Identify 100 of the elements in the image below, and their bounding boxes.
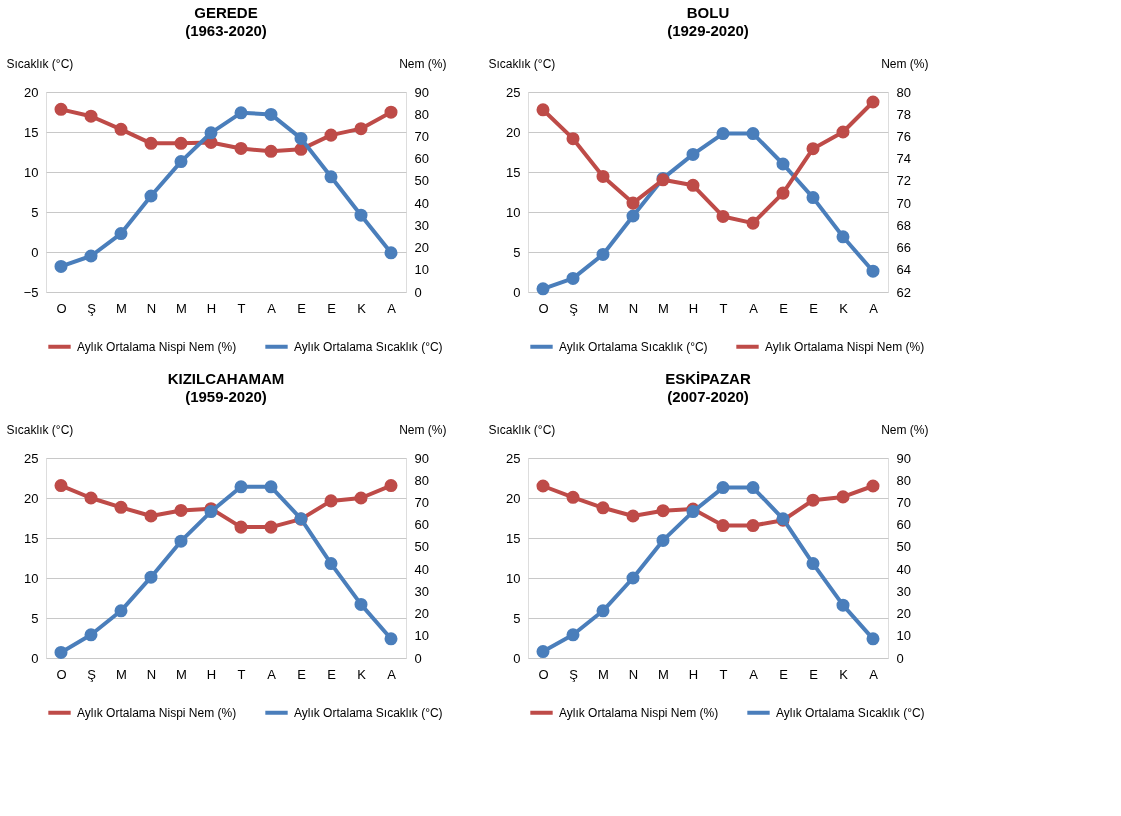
x-tick-label: M — [658, 666, 669, 682]
x-tick-label: A — [869, 666, 879, 682]
point — [866, 479, 880, 493]
point — [234, 480, 248, 494]
legend-label: Aylık Ortalama Sıcaklık (°C) — [776, 705, 925, 720]
x-tick-label: E — [327, 300, 337, 316]
x-tick-label: E — [809, 300, 819, 316]
legend-label: Aylık Ortalama Sıcaklık (°C) — [559, 339, 708, 354]
y-tick-label: 10 — [24, 570, 39, 586]
y2-tick-label: 60 — [896, 517, 911, 533]
point — [264, 144, 278, 158]
point — [174, 155, 188, 169]
y-axis-title: Sıcaklık (°C) — [6, 56, 74, 71]
y-axis-title: Sıcaklık (°C) — [488, 56, 556, 71]
x-tick-label: M — [658, 300, 669, 316]
x-tick-label: T — [719, 300, 728, 316]
y2-tick-label: 50 — [896, 539, 911, 555]
y-tick-label: 10 — [24, 164, 39, 180]
point — [174, 534, 188, 548]
x-tick-label: M — [116, 666, 127, 682]
x-tick-label: E — [809, 666, 819, 682]
point — [716, 481, 730, 495]
point — [354, 491, 368, 505]
x-tick-label: E — [779, 300, 789, 316]
y2-tick-label: 20 — [414, 606, 429, 622]
y-tick-label: 0 — [513, 650, 521, 666]
point — [144, 136, 158, 150]
point — [54, 102, 68, 116]
x-tick-label: Ş — [87, 300, 97, 316]
y-axis-title: Sıcaklık (°C) — [6, 422, 74, 437]
point — [866, 264, 880, 278]
y-tick-label: 5 — [31, 610, 39, 626]
x-tick-label: M — [598, 300, 609, 316]
y-tick-label: 15 — [506, 530, 521, 546]
point — [596, 169, 610, 183]
y2-tick-label: 50 — [414, 539, 429, 555]
x-tick-label: Ş — [569, 666, 579, 682]
y-tick-label: 5 — [513, 610, 521, 626]
point — [114, 500, 128, 514]
point — [234, 520, 248, 534]
point — [144, 189, 158, 203]
point — [746, 216, 760, 230]
point — [866, 632, 880, 646]
y-tick-label: 10 — [506, 570, 521, 586]
point — [566, 271, 580, 285]
y2-tick-label: 20 — [414, 240, 429, 256]
y2-tick-label: 70 — [414, 494, 429, 510]
y2-tick-label: 30 — [414, 583, 429, 599]
y-tick-label: 0 — [513, 284, 521, 300]
point — [264, 520, 278, 534]
point — [174, 503, 188, 517]
x-tick-label: M — [176, 666, 187, 682]
y2-tick-label: 72 — [896, 173, 911, 189]
point — [536, 645, 550, 659]
y-tick-label: 15 — [24, 530, 39, 546]
legend-label: Aylık Ortalama Nispi Nem (%) — [559, 705, 719, 720]
point — [324, 128, 338, 142]
point — [836, 598, 850, 612]
point — [686, 147, 700, 161]
point — [54, 479, 68, 493]
point — [54, 645, 68, 659]
y2-tick-label: 80 — [896, 472, 911, 488]
point — [114, 604, 128, 618]
y2-tick-label: 90 — [414, 84, 429, 100]
x-tick-label: K — [357, 666, 367, 682]
point — [204, 126, 218, 140]
point — [384, 632, 398, 646]
point — [566, 490, 580, 504]
point — [536, 103, 550, 117]
chart-subtitle: (1959-2020) — [185, 388, 267, 405]
y2-tick-label: 30 — [896, 583, 911, 599]
y2-tick-label: 70 — [896, 195, 911, 211]
x-tick-label: K — [839, 300, 849, 316]
y-tick-label: 20 — [506, 124, 521, 140]
y-tick-label: 0 — [31, 244, 39, 260]
point — [114, 227, 128, 241]
x-tick-label: Ş — [87, 666, 97, 682]
y2-tick-label: 30 — [414, 217, 429, 233]
x-tick-label: N — [628, 666, 639, 682]
x-tick-label: A — [869, 300, 879, 316]
y2-tick-label: 20 — [896, 606, 911, 622]
chart-subtitle: (2007-2020) — [667, 388, 749, 405]
legend-label: Aylık Ortalama Sıcaklık (°C) — [294, 339, 443, 354]
point — [836, 490, 850, 504]
point — [324, 557, 338, 571]
y-tick-label: 20 — [24, 84, 39, 100]
y2-tick-label: 90 — [896, 450, 911, 466]
x-tick-label: T — [719, 666, 728, 682]
chart-subtitle: (1929-2020) — [667, 22, 749, 39]
point — [384, 105, 398, 119]
x-tick-label: E — [297, 300, 307, 316]
point — [354, 597, 368, 611]
point — [626, 509, 640, 523]
chart-title: BOLU — [686, 4, 730, 21]
y-tick-label: 25 — [506, 84, 521, 100]
y2-tick-label: 76 — [896, 128, 911, 144]
y2-tick-label: 0 — [414, 650, 422, 666]
y-tick-label: 10 — [506, 204, 521, 220]
y2-tick-label: 62 — [896, 284, 911, 300]
y2-tick-label: 66 — [896, 240, 911, 256]
